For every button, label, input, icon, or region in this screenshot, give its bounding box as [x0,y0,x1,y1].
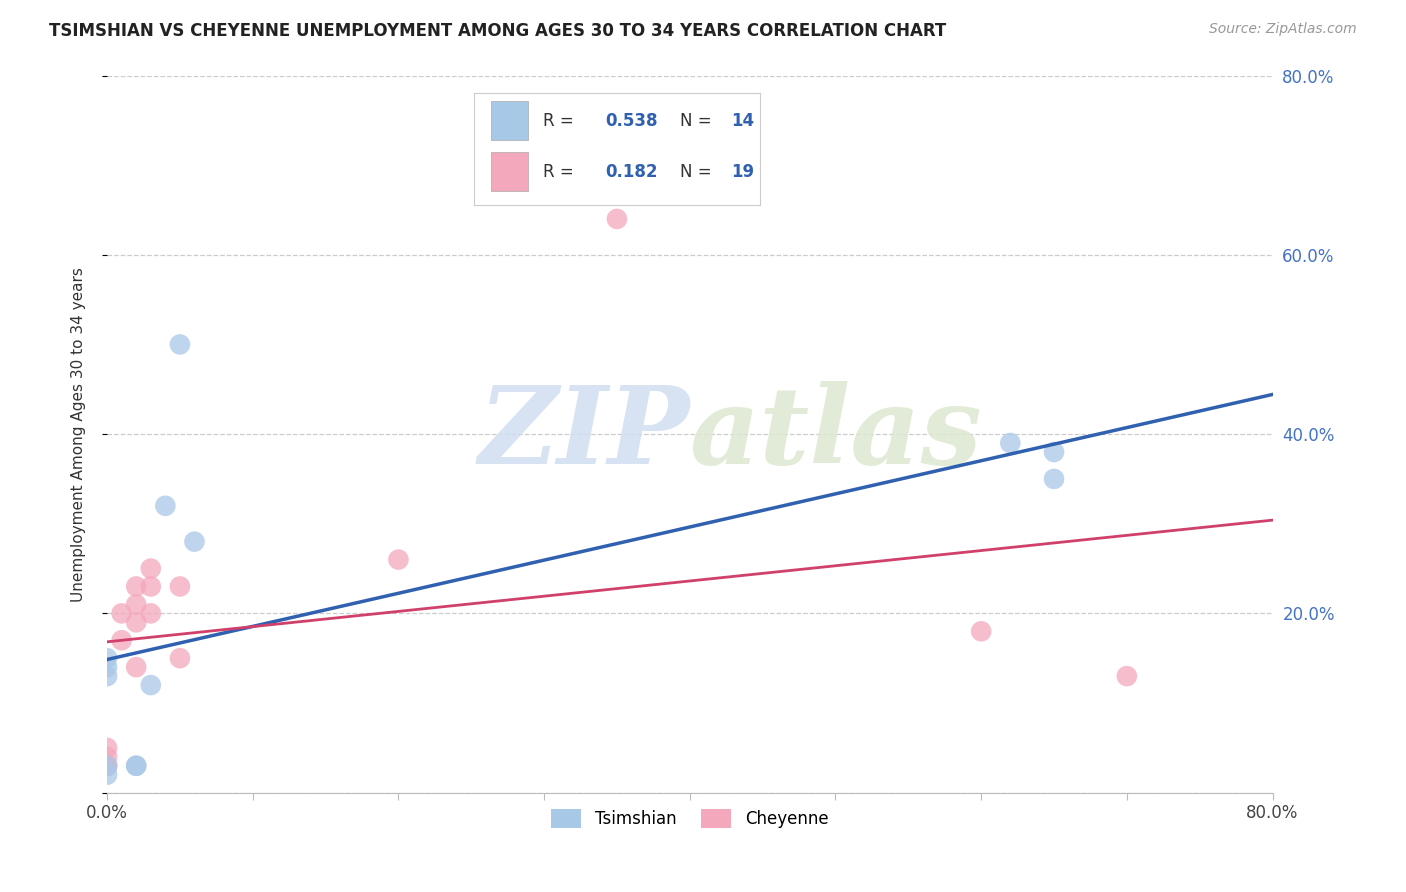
Point [387,552,409,566]
Point [96,669,118,683]
Point [606,211,628,226]
Y-axis label: Unemployment Among Ages 30 to 34 years: Unemployment Among Ages 30 to 34 years [72,267,86,601]
Point [1043,472,1066,486]
Point [96,749,118,764]
Text: ZIP: ZIP [478,381,690,487]
Point [125,598,148,612]
Point [155,499,177,513]
Point [111,607,134,621]
Point [970,624,993,639]
Point [96,651,118,665]
Legend: Tsimshian, Cheyenne: Tsimshian, Cheyenne [544,802,835,835]
Point [169,651,191,665]
Text: atlas: atlas [690,381,983,487]
Point [96,758,118,772]
Point [125,758,148,772]
Point [125,615,148,630]
Point [125,579,148,593]
Point [1000,436,1022,450]
Point [169,337,191,351]
Point [139,579,162,593]
Text: TSIMSHIAN VS CHEYENNE UNEMPLOYMENT AMONG AGES 30 TO 34 YEARS CORRELATION CHART: TSIMSHIAN VS CHEYENNE UNEMPLOYMENT AMONG… [49,22,946,40]
Point [139,607,162,621]
Point [96,660,118,674]
Point [96,758,118,772]
Text: Source: ZipAtlas.com: Source: ZipAtlas.com [1209,22,1357,37]
Point [139,678,162,692]
Point [125,758,148,772]
Point [1043,445,1066,459]
Point [111,633,134,648]
Point [169,579,191,593]
Point [183,534,205,549]
Point [139,561,162,575]
Point [96,740,118,755]
Point [96,758,118,772]
Point [125,660,148,674]
Point [1115,669,1137,683]
Point [96,768,118,782]
